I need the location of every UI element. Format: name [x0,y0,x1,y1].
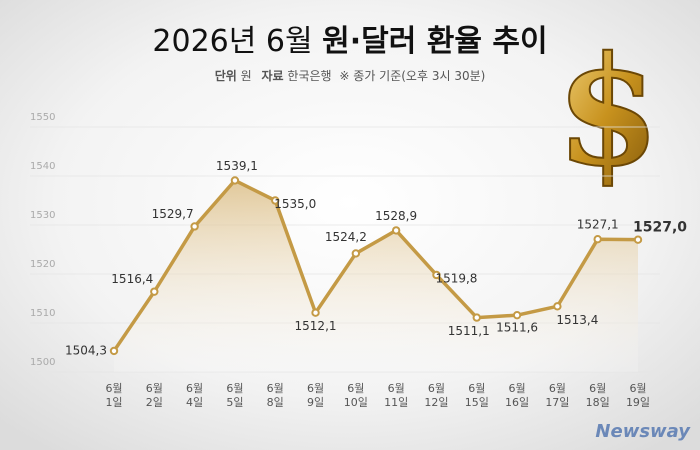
x-tick-label: 6월 8일 [267,382,284,409]
y-tick-label: 1520 [30,259,55,270]
x-tick-label: 6월 9일 [307,382,324,409]
x-tick-label: 6월 12일 [424,382,448,409]
x-tick-part: 6월 [186,382,203,395]
value-label: 1527,0 [633,220,687,236]
area [114,180,638,372]
x-tick-part: 6월 [347,382,364,395]
source-label: 자료 [261,68,283,83]
title-main: 원·달러 환율 추이 [322,24,548,59]
x-tick-part: 12일 [424,395,448,409]
x-tick-part: 6월 [146,382,163,395]
x-tick-part: 6월 [589,382,606,395]
value-label: 1539,1 [216,159,258,173]
x-tick-part: 18일 [586,395,610,409]
x-tick-part: 6월 [509,382,526,395]
point [351,249,361,258]
x-tick-label: 6월 5일 [226,382,243,409]
y-tick-label: 1540 [30,161,55,172]
x-tick-part: 16일 [505,395,529,409]
value-label: 1516,4 [111,272,153,286]
value-label: 1519,8 [435,271,477,285]
source: 한국은행 [287,68,331,83]
x-tick-part: 4일 [186,395,203,409]
value-label: 1512,1 [295,319,337,333]
value-label: 1535,0 [274,197,316,211]
note: ※ 종가 기준(오후 3시 30분) [339,69,485,83]
x-tick-part: 6월 [629,382,646,395]
point [150,287,159,296]
value-label: 1511,1 [448,324,490,338]
y-tick-label: 1530 [30,210,55,221]
unit-label: 단위 [215,68,237,83]
point [593,235,602,244]
point [190,222,199,231]
value-label: 1527,1 [577,218,619,232]
subtitle: 단위 원 자료 한국은행 ※ 종가 기준(오후 3시 30분) [215,68,486,83]
x-tick-part: 6월 [307,382,324,395]
x-tick-part: 9일 [307,395,324,409]
x-tick-part: 6월 [105,382,122,395]
x-tick-part: 6월 [388,382,405,395]
x-tick-label: 6월 18일 [586,382,610,409]
x-tick-label: 6월 19일 [626,382,650,409]
x-tick-part: 6월 [226,382,243,395]
point [512,310,522,320]
x-tick-label: 6월 10일 [344,382,368,409]
x-tick-label: 6월 16일 [505,382,529,409]
x-tick-label: 6월 17일 [545,382,569,409]
point [311,308,320,317]
chart-title: 2026년 6월 원·달러 환율 추이 [152,24,547,59]
x-tick-label: 6월 1일 [105,382,122,409]
x-tick-label: 6월 2일 [146,382,163,409]
x-tick-part: 10일 [344,395,368,409]
value-label: 1511,6 [496,321,538,335]
x-tick-part: 6월 [468,382,485,395]
point [432,270,441,280]
point [271,196,280,205]
x-tick-part: 6월 [267,382,284,395]
x-tick-part: 15일 [465,395,489,409]
brand-logo: Newsway [595,421,691,442]
x-tick-part: 11일 [384,395,408,409]
point [230,176,240,185]
point [633,235,643,244]
point [553,302,562,311]
value-label: 1504,3 [65,343,107,357]
x-tick-part: 8일 [267,395,284,409]
x-tick-part: 6월 [549,382,566,395]
unit: 원 [241,69,252,83]
y-tick-label: 1500 [30,357,55,368]
x-tick-label: 6월 11일 [384,382,408,409]
x-tick-part: 6월 [428,382,445,395]
x-tick-part: 5일 [226,395,243,409]
point [472,313,481,322]
x-tick-part: 19일 [626,395,650,409]
value-label: 1524,2 [325,230,367,244]
point [109,346,119,356]
value-label: 1528,9 [375,209,417,223]
y-tick-label: 1510 [30,308,55,319]
title-prefix: 2026년 6월 [152,24,312,59]
x-tick-part: 2일 [146,395,163,409]
x-tick-part: 17일 [545,395,569,409]
line [112,178,639,352]
point [391,226,401,235]
x-tick-part: 1일 [105,395,122,409]
x-tick-label: 6월 4일 [186,382,203,409]
y-tick-label: 1550 [30,112,55,123]
x-tick-label: 6월 15일 [465,382,489,409]
value-label: 1513,4 [556,313,598,327]
dollar-icon: $ [556,24,660,200]
value-label: 1529,7 [152,207,194,221]
